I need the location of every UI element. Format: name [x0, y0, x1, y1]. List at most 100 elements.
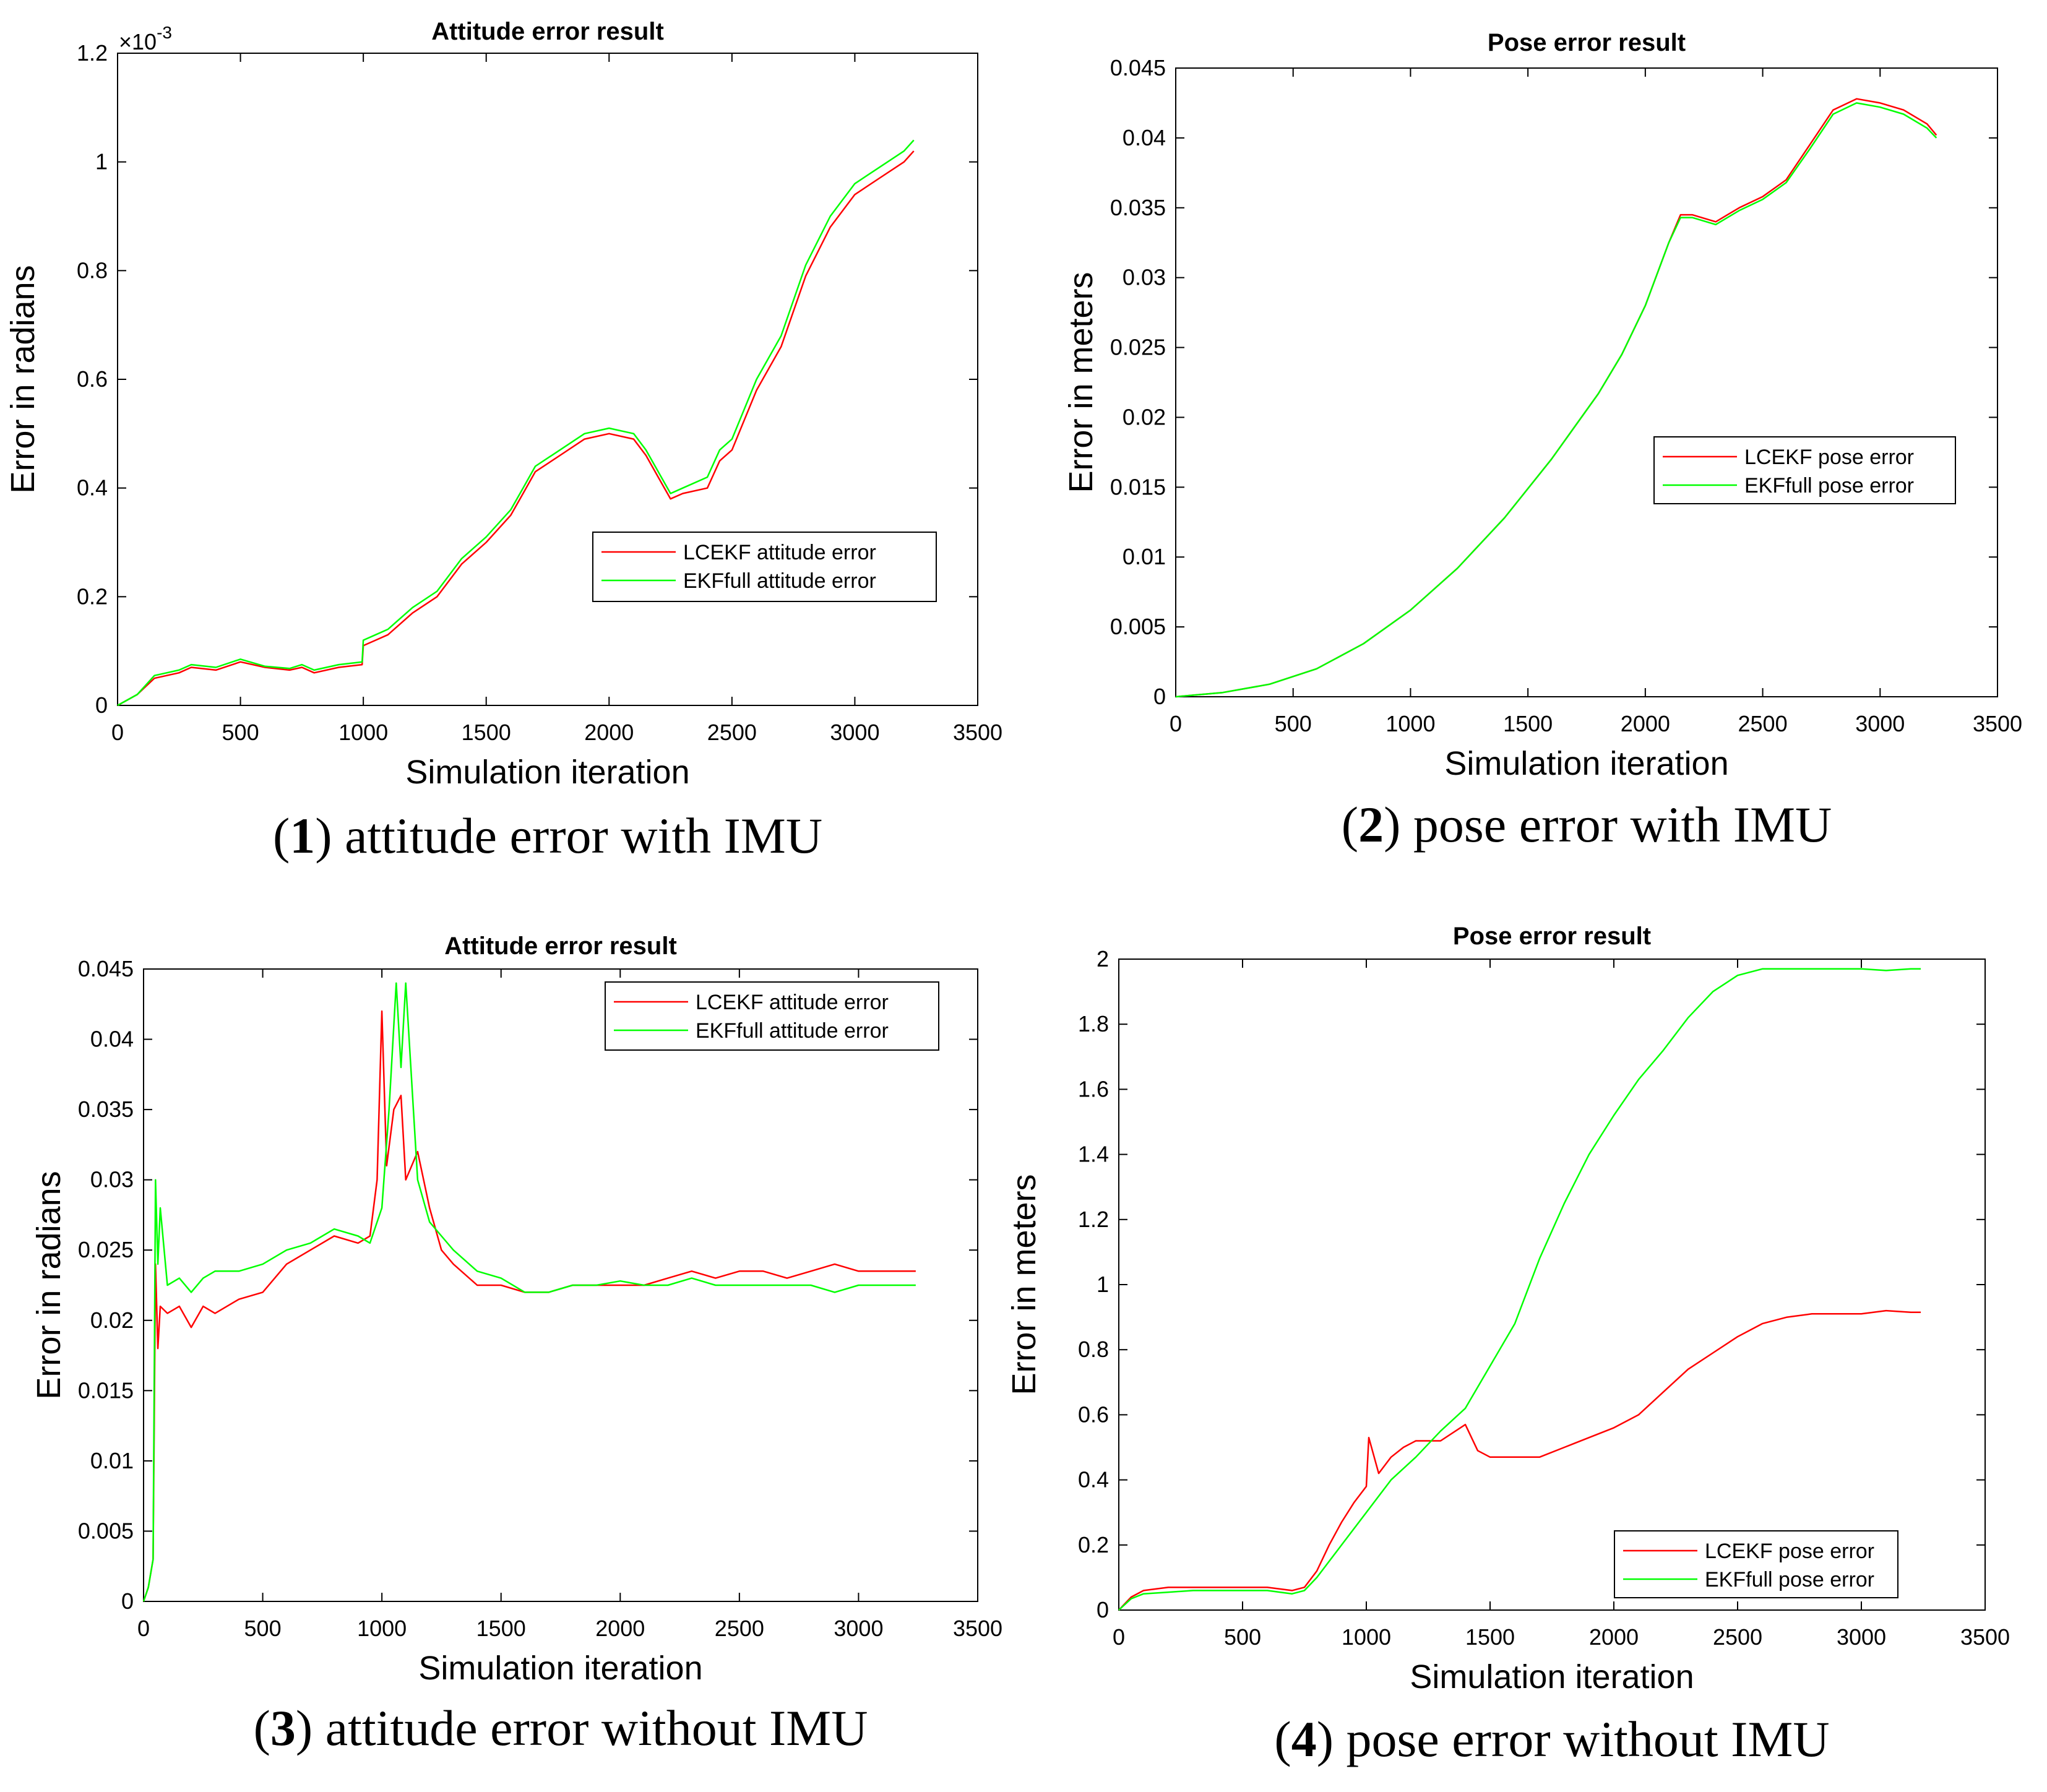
series-line-ekffull: [117, 139, 915, 707]
x-tick-label: 2000: [1589, 1624, 1639, 1650]
y-tick-label: 1.4: [1078, 1142, 1109, 1167]
y-tick-label: 1: [95, 149, 108, 174]
x-tick-label: 1500: [1503, 711, 1553, 736]
y-tick-label: 0.045: [78, 956, 134, 981]
axes-box: [143, 968, 978, 1602]
x-tick-label: 1000: [357, 1616, 407, 1641]
chart-panel-1: 0 500 1000 1500 2000 2500 3000 3500 0 0.2 0.4 0.6 0.…: [4, 18, 1002, 864]
series-line-ekffull: [1175, 102, 1937, 698]
y-tick-label: 0.02: [1123, 404, 1166, 429]
y-axis-label: Error in meters: [1062, 272, 1100, 493]
axes-box: [117, 53, 978, 706]
axes-box: [1175, 67, 1998, 697]
axes-box: [1118, 958, 1986, 1611]
y-tick-label: 0.025: [1110, 335, 1166, 360]
x-tick-label: 1500: [1465, 1624, 1515, 1650]
legend-box: [592, 532, 937, 602]
caption-text: attitude error without IMU: [325, 1700, 868, 1756]
x-tick-label: 1000: [338, 720, 388, 745]
y-tick-label: 0.02: [90, 1307, 134, 1333]
x-tick-label: 3000: [1837, 1624, 1886, 1650]
legend: LCEKF attitude error EKFfull attitude err…: [592, 532, 937, 602]
chart-title: Pose error result: [1488, 29, 1686, 56]
y-tick-label: 1: [1097, 1272, 1109, 1297]
y-tick-label: 0.04: [1123, 125, 1166, 150]
y-tick-label: 1.6: [1078, 1076, 1109, 1101]
x-tick-label: 0: [137, 1616, 150, 1641]
y-tick-label: 0.015: [78, 1377, 134, 1403]
y-tick-label: 0.04: [90, 1027, 134, 1052]
y-tick-label: 0.6: [77, 366, 108, 392]
x-tick-label: 500: [222, 720, 259, 745]
y-tick-label: 0.4: [77, 475, 108, 501]
y-tick-label: 0.03: [90, 1167, 134, 1192]
x-tick-label: 2000: [1621, 711, 1670, 736]
figure-caption: (1) attitude error with IMU: [273, 808, 822, 864]
y-tick-label: 0.2: [77, 584, 108, 609]
x-tick-label: 3500: [953, 1616, 1002, 1641]
x-axis-label: Simulation iteration: [1444, 745, 1728, 782]
y-tick-label: 0.6: [1078, 1402, 1109, 1427]
chart-panel-4: 0 500 1000 1500 2000 2500 3000 3500 0 0.2 0.4 0.6 0.…: [1006, 923, 2010, 1767]
y-tick-label: 0.015: [1110, 474, 1166, 499]
legend: LCEKF pose error EKFfull pose error: [1614, 1530, 1898, 1598]
x-axis-label: Simulation iteration: [405, 754, 689, 791]
x-tick-label: 0: [1170, 711, 1182, 736]
caption-punct: ): [296, 1700, 325, 1756]
chart-title: Attitude error result: [431, 18, 664, 45]
x-tick-label: 2500: [707, 720, 757, 745]
legend-box: [1614, 1530, 1898, 1598]
figure-caption: (4) pose error without IMU: [1274, 1711, 1829, 1767]
exponent-base: 10: [132, 29, 157, 54]
chart-title: Attitude error result: [444, 933, 677, 960]
y-tick-label: 0.01: [90, 1448, 134, 1473]
caption-text: pose error without IMU: [1347, 1711, 1830, 1767]
x-tick-label: 2500: [1738, 711, 1788, 736]
legend-entry: LCEKF attitude error: [696, 991, 889, 1014]
x-tick-label: 3500: [1973, 711, 2022, 736]
caption-punct: ): [315, 808, 345, 864]
exponent-times: ×: [119, 29, 132, 54]
legend-entry: LCEKF attitude error: [683, 541, 876, 564]
caption-number: 2: [1358, 796, 1384, 853]
exponent-power: -3: [157, 23, 172, 42]
caption-number: 1: [290, 808, 315, 864]
legend-entry: LCEKF pose error: [1744, 446, 1914, 469]
legend-box: [605, 981, 939, 1051]
y-tick-label: 0.035: [1110, 195, 1166, 220]
legend-entry: EKFfull attitude error: [683, 569, 876, 593]
caption-punct: (: [1342, 796, 1358, 853]
y-tick-label: 0.005: [1110, 614, 1166, 639]
y-tick-label: 1.8: [1078, 1011, 1109, 1036]
legend: LCEKF attitude error EKFfull attitude err…: [605, 981, 939, 1051]
series-line-ekffull: [1118, 968, 1921, 1611]
caption-punct: (: [273, 808, 290, 864]
y-tick-label: 0: [95, 692, 108, 718]
y-axis-label: Error in radians: [30, 1171, 67, 1399]
series-line-lcekf: [117, 150, 915, 707]
x-tick-label: 1500: [476, 1616, 526, 1641]
y-tick-label: 0.045: [1110, 55, 1166, 80]
caption-text: attitude error with IMU: [345, 808, 822, 864]
chart-title: Pose error result: [1453, 923, 1651, 950]
x-tick-label: 500: [1275, 711, 1312, 736]
caption-text: pose error with IMU: [1413, 796, 1832, 853]
y-tick-label: 1.2: [77, 40, 108, 66]
chart-panel-2: 0 500 1000 1500 2000 2500 3000 3500 0 0.005 0.01 0.…: [1062, 29, 2022, 853]
y-tick-label: 0: [121, 1588, 134, 1614]
y-tick-label: 0.035: [78, 1096, 134, 1122]
y-tick-label: 1.2: [1078, 1207, 1109, 1232]
y-axis-label: Error in radians: [4, 265, 41, 493]
series-line-lcekf: [142, 1010, 916, 1602]
x-tick-label: 500: [244, 1616, 282, 1641]
legend-entry: EKFfull pose error: [1705, 1568, 1874, 1592]
y-tick-label: 0.4: [1078, 1467, 1109, 1493]
x-tick-label: 3000: [1855, 711, 1905, 736]
caption-punct: (: [254, 1700, 270, 1756]
y-tick-label: 0.03: [1123, 265, 1166, 290]
x-axis-label: Simulation iteration: [418, 1650, 702, 1687]
x-tick-label: 1500: [462, 720, 511, 745]
x-tick-label: 2500: [715, 1616, 764, 1641]
x-tick-label: 1000: [1342, 1624, 1391, 1650]
